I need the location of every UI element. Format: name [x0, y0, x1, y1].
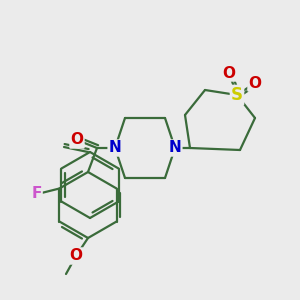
Text: O: O [70, 248, 83, 263]
Text: O: O [70, 133, 83, 148]
Text: O: O [223, 65, 236, 80]
Text: N: N [109, 140, 122, 155]
Text: S: S [231, 86, 243, 104]
Text: F: F [31, 186, 42, 201]
Text: N: N [169, 140, 182, 155]
Text: O: O [248, 76, 262, 91]
